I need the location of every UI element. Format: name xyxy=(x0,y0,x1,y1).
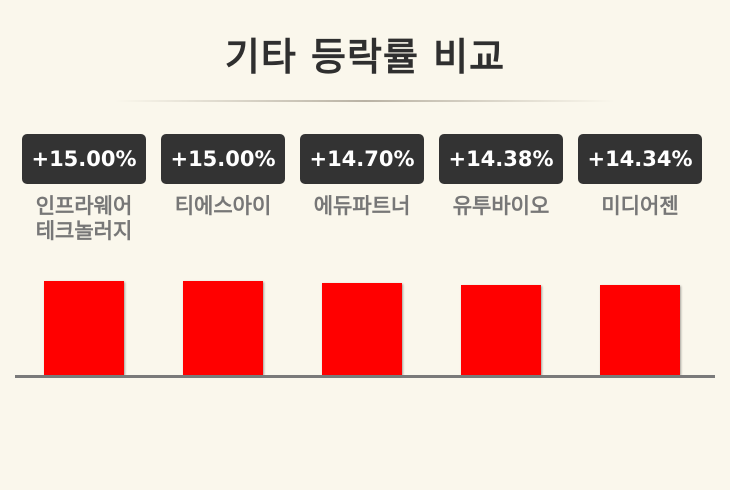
bar-2 xyxy=(322,283,402,375)
x-axis-baseline xyxy=(15,375,715,378)
value-label-3: +14.38% xyxy=(439,134,563,184)
value-label-1: +15.00% xyxy=(161,134,285,184)
category-label-4: 미디어젠 xyxy=(601,194,679,218)
value-label-2: +14.70% xyxy=(300,134,424,184)
category-label-2: 에듀파트너 xyxy=(313,194,411,218)
bar-1 xyxy=(183,281,263,375)
chart-title: 기타 등락률 비교 xyxy=(224,35,506,79)
value-label-0: +15.00% xyxy=(22,134,146,184)
bar-0 xyxy=(44,281,124,375)
category-label-3: 유투바이오 xyxy=(452,194,550,218)
category-label-0: 인프라웨어 테크놀러지 xyxy=(35,194,133,243)
bar-4 xyxy=(600,285,680,375)
bar-3 xyxy=(461,285,541,375)
value-label-4: +14.34% xyxy=(578,134,702,184)
category-label-1: 티에스아이 xyxy=(174,194,272,218)
title-divider xyxy=(115,100,615,102)
